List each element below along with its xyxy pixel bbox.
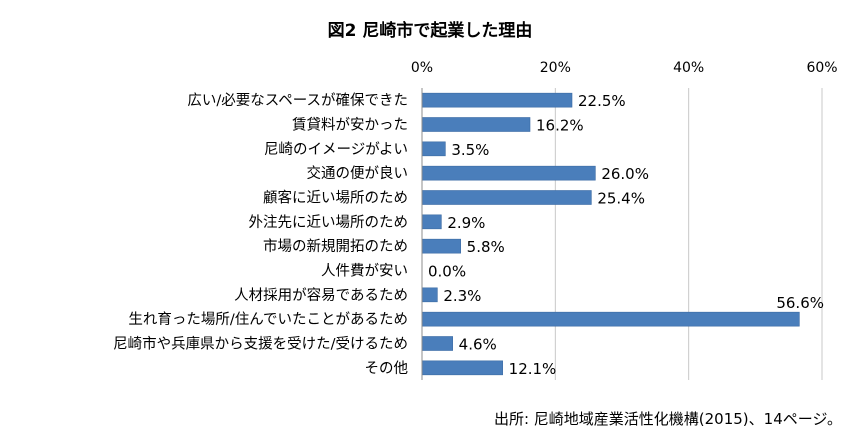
category-label: 尼崎のイメージがよい xyxy=(264,141,408,158)
data-label: 25.4% xyxy=(597,190,645,208)
category-label: 生れ育った場所/住んでいたことがあるため xyxy=(128,311,408,328)
category-label: その他 xyxy=(365,360,409,377)
data-label: 2.3% xyxy=(443,287,481,305)
category-label: 人件費が安い xyxy=(321,263,408,280)
data-label: 16.2% xyxy=(536,117,584,135)
category-label: 交通の便が良い xyxy=(307,164,409,182)
gridlines xyxy=(554,88,823,380)
data-label: 12.1% xyxy=(509,360,557,378)
bar xyxy=(421,336,453,351)
category-label: 顧客に近い場所のため xyxy=(263,190,408,207)
category-labels: 広い/必要なスペースが確保できた賃貸料が安かった尼崎のイメージがよい交通の便が良… xyxy=(113,92,408,377)
data-labels: 22.5% 16.2% 3.5% 26.0% 25.4% 2.9% 5.8%0.0% 2.3%… xyxy=(428,92,824,378)
data-label: 3.5% xyxy=(451,141,489,159)
data-label: 22.5% xyxy=(578,92,626,110)
category-label: 広い/必要なスペースが確保できた xyxy=(187,92,408,109)
data-label: 0.0% xyxy=(428,263,466,281)
source-note: 出所: 尼崎地域産業活性化機構(2015)、14ページ。 xyxy=(494,410,842,428)
bar xyxy=(421,214,442,230)
bar xyxy=(421,117,531,132)
bar xyxy=(421,287,438,303)
category-label: 市場の新規開拓のため xyxy=(263,238,408,255)
chart-title: 図2 尼崎市で起業した理由 xyxy=(328,20,533,41)
x-tick-label: 20% xyxy=(540,60,571,76)
data-label: 56.6% xyxy=(776,294,824,312)
bar xyxy=(421,360,503,376)
category-label: 尼崎市や兵庫県から支援を受けた/受けるため xyxy=(113,336,408,353)
data-label: 26.0% xyxy=(601,165,649,183)
bar xyxy=(421,190,592,205)
bars xyxy=(421,92,800,376)
data-label: 4.6% xyxy=(459,336,497,354)
bar xyxy=(421,141,446,157)
data-label: 5.8% xyxy=(467,238,505,256)
bar xyxy=(421,92,573,108)
data-label: 2.9% xyxy=(447,214,485,232)
category-label: 人材採用が容易であるため xyxy=(234,287,408,304)
x-axis-ticks: 0% 20% 40% 60% xyxy=(411,60,838,76)
bar xyxy=(421,311,800,327)
x-tick-label: 0% xyxy=(411,60,433,76)
category-label: 賃貸料が安かった xyxy=(292,117,408,134)
category-label: 外注先に近い場所のため xyxy=(249,214,409,231)
x-tick-label: 40% xyxy=(673,60,704,76)
x-tick-label: 60% xyxy=(806,60,837,76)
bar xyxy=(421,238,461,254)
bar xyxy=(421,165,596,181)
